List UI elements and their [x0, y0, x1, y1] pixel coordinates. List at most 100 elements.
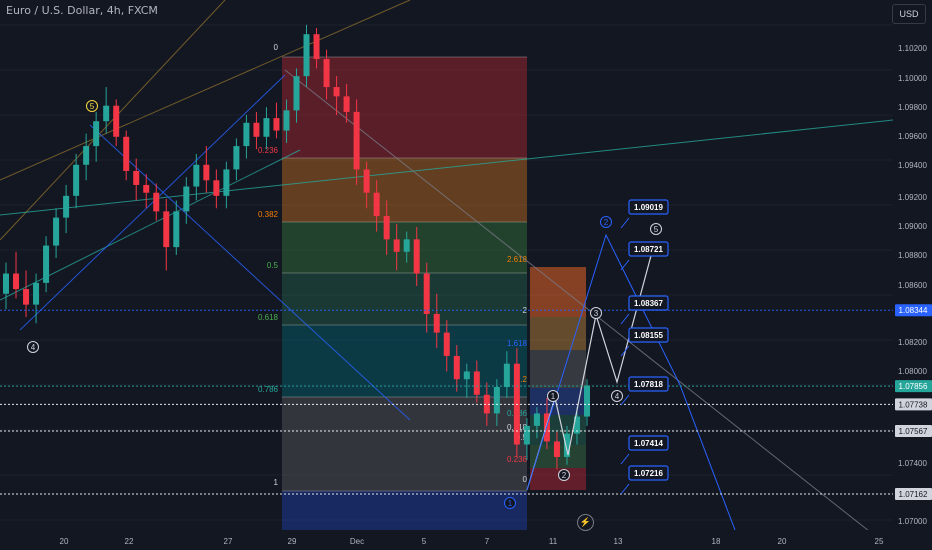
candle-body: [363, 169, 370, 193]
wave-label-circle: [600, 216, 612, 228]
candle-body: [453, 355, 460, 380]
fib-level-label: 0.382: [258, 210, 279, 219]
x-tick-label: 7: [485, 537, 490, 546]
fib-extension-label: 0.5: [516, 433, 528, 442]
candle-body: [383, 216, 390, 240]
candle-body: [313, 34, 320, 60]
wave-label: 5: [90, 102, 95, 111]
target-box-label: 1.07818: [634, 380, 663, 389]
candle-body: [3, 273, 9, 294]
target-box: [628, 327, 669, 343]
x-tick-label: 29: [288, 537, 297, 546]
wave-label: 1: [508, 499, 513, 508]
target-box: [628, 241, 669, 257]
candle-body: [223, 169, 230, 196]
fib-zone: [282, 57, 527, 158]
x-tick-label: 22: [125, 537, 134, 546]
candle-body: [203, 164, 210, 181]
wave-label: 3: [594, 309, 599, 318]
y-tick-label: 1.09000: [898, 222, 927, 231]
fib-extension-zone: [530, 468, 586, 490]
y-tick-label: 1.10000: [898, 74, 927, 83]
candle-body: [163, 211, 170, 248]
candle-body: [83, 146, 90, 165]
price-tag-label: 1.08344: [899, 306, 928, 315]
candle-body: [233, 146, 240, 170]
candle-body: [443, 332, 450, 356]
fib-level-label: 0.786: [258, 385, 279, 394]
y-tick-label: 1.08800: [898, 251, 927, 260]
candle-body: [93, 121, 100, 147]
candle-body: [283, 110, 290, 131]
y-tick-label: 1.08600: [898, 281, 927, 290]
price-tag-label: 1.07162: [899, 490, 928, 499]
price-axis-bg: [893, 0, 932, 550]
wave-label: 5: [654, 225, 659, 234]
fib-extension-label: 0: [523, 475, 528, 484]
y-tick-label: 1.08200: [898, 338, 927, 347]
fib-extension-zone: [530, 317, 586, 350]
trend-line: [89, 124, 411, 421]
candle-body: [423, 273, 430, 314]
candle-body: [353, 111, 360, 170]
candle-body: [543, 413, 550, 442]
target-box-label: 1.08155: [634, 331, 663, 340]
candle-body: [43, 245, 50, 283]
wave-label-circle: [504, 497, 516, 509]
target-pointer: [620, 345, 630, 357]
target-box-label: 1.08367: [634, 299, 663, 308]
wave-label-circle: [27, 341, 39, 353]
candle-body: [143, 184, 150, 193]
candle-body: [293, 76, 300, 111]
candle-body: [493, 387, 500, 414]
candle-body: [483, 394, 490, 414]
fib-level-label: 0: [274, 43, 279, 52]
target-box-label: 1.09019: [634, 203, 663, 212]
trend-line: [0, 119, 894, 216]
fib-extension-label: 0.236: [507, 455, 528, 464]
price-tag-bg: [895, 380, 932, 393]
y-tick-label: 1.10200: [898, 44, 927, 53]
candle-body: [133, 170, 140, 185]
trend-line: [0, 149, 301, 301]
candle-body: [23, 289, 30, 305]
candle-body: [53, 217, 60, 246]
fib-level-label: 0.618: [258, 313, 279, 322]
wave-label: 2: [562, 471, 567, 480]
candle-body: [533, 413, 540, 426]
trend-line: [0, 0, 226, 241]
candle-body: [63, 195, 70, 218]
candle-body: [243, 122, 250, 147]
price-tag-bg: [895, 398, 932, 411]
candle-body: [183, 186, 190, 212]
candle-body: [153, 192, 160, 212]
target-pointer: [620, 313, 630, 325]
candle-body: [13, 273, 20, 290]
y-tick-label: 1.09800: [898, 103, 927, 112]
trend-line: [19, 74, 286, 331]
fib-zone: [282, 491, 527, 530]
candle-body: [333, 87, 340, 97]
chart-title: Euro / U.S. Dollar, 4h, FXCM: [6, 4, 158, 17]
y-tick-label: 1.07000: [898, 517, 927, 526]
x-tick-label: 27: [224, 537, 233, 546]
target-box-label: 1.07414: [634, 439, 663, 448]
fib-extension-zone: [530, 350, 586, 388]
candle-body: [563, 433, 570, 457]
fib-zone: [282, 397, 527, 491]
candle-body: [503, 363, 510, 388]
target-pointer: [620, 394, 630, 406]
price-tag-label: 1.07567: [899, 427, 928, 436]
x-tick-label: Dec: [350, 537, 364, 546]
price-tag-bg: [895, 487, 932, 500]
currency-button[interactable]: USD: [892, 4, 926, 24]
wave-label-circle: [650, 223, 662, 235]
candle-body: [433, 313, 440, 333]
y-tick-label: 1.07400: [898, 459, 927, 468]
candle-body: [213, 180, 220, 196]
target-pointer: [620, 217, 630, 229]
candle-body: [33, 282, 40, 305]
fib-zone: [282, 273, 527, 325]
lightning-icon[interactable]: ⚡: [577, 514, 594, 531]
